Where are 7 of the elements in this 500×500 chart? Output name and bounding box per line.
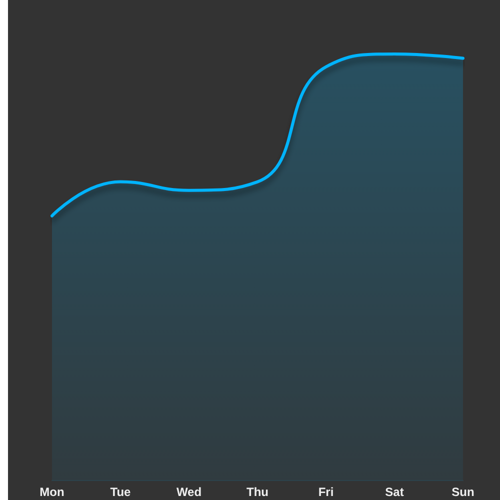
x-tick-label: Mon [40,485,64,499]
x-tick-label: Fri [318,485,334,499]
x-tick-label: Sat [385,485,404,499]
x-tick-label: Sun [452,485,474,499]
x-tick-label: Thu [246,485,268,499]
x-tick-label: Wed [176,485,202,499]
x-tick-label: Tue [110,485,132,499]
